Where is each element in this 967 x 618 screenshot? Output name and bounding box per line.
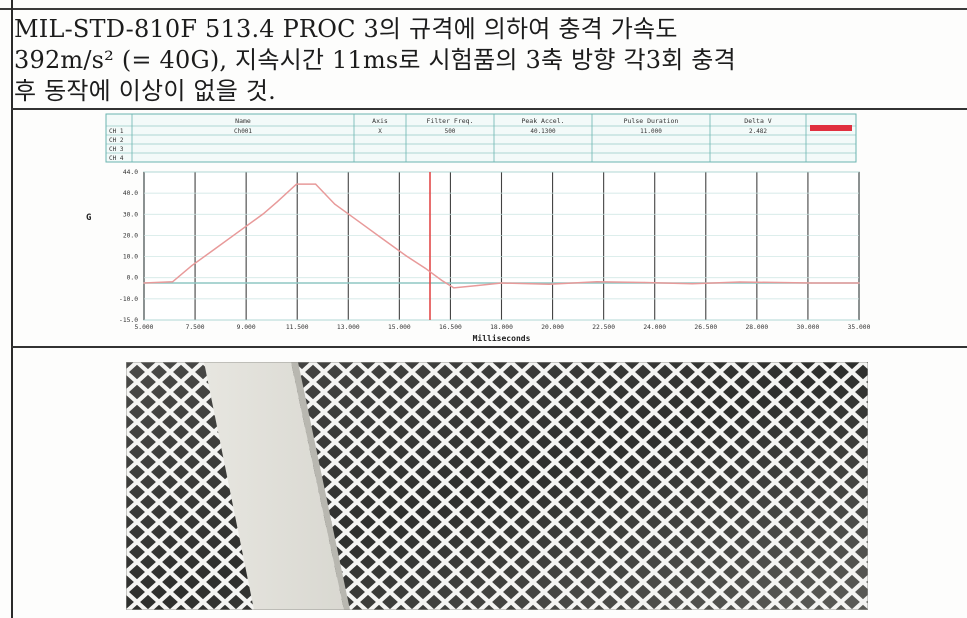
series-point [739, 281, 741, 283]
x-tick-label: 9.000 [237, 324, 256, 331]
spec-line-2: 392m/s² (= 40G), 지속시간 11ms로 시험품의 3축 방향 각… [14, 46, 736, 74]
series-point [315, 183, 317, 185]
shock-pulse-chart: Name Axis Filter Freq. Peak Accel. Pulse Dur… [14, 112, 964, 344]
legend-frame [105, 113, 857, 163]
plot-area: 5.000 7.500 9.000 11.500 13.000 15.000 16.500 1… [86, 169, 871, 343]
left-border [11, 0, 13, 618]
legend-cell: Ch001 [234, 128, 252, 135]
chart-svg: Name Axis Filter Freq. Peak Accel. Pulse Dur… [86, 113, 871, 343]
x-tick-label: 18.000 [490, 324, 513, 331]
series-point [214, 247, 217, 250]
series-point [191, 265, 193, 267]
series-point [477, 284, 479, 287]
series-point [238, 230, 240, 232]
x-axis-label: Milliseconds [473, 333, 531, 343]
legend-header: Delta V [744, 117, 771, 125]
x-tick-label: 20.000 [541, 324, 564, 331]
legend-swatch [810, 125, 852, 131]
series-point [172, 281, 174, 283]
y-tick-label: 44.0 [123, 169, 138, 176]
legend-channel: CH 3 [109, 146, 124, 153]
series-point [810, 282, 812, 284]
y-tick-label: 30.0 [123, 211, 138, 218]
x-tick-label: 13.000 [337, 324, 360, 331]
y-tick-label: 20.0 [123, 232, 138, 239]
x-tick-label: 11.500 [286, 324, 309, 331]
x-tick-label: 5.000 [135, 324, 154, 331]
series-point [548, 283, 550, 285]
legend-cell: 11.000 [640, 128, 662, 135]
y-tick-label: -10.0 [119, 296, 138, 303]
series-point [424, 267, 426, 269]
series-point [357, 220, 360, 222]
top-border [0, 8, 967, 10]
x-tick-label: 24.000 [643, 324, 666, 331]
x-tick-label: 35.000 [848, 324, 871, 331]
legend-cell: 2.482 [749, 128, 767, 135]
legend-channel: CH 2 [109, 137, 124, 144]
y-tick-label: -15.0 [119, 317, 138, 324]
x-tick-label: 28.000 [745, 324, 768, 331]
legend-channel: CH 1 [109, 128, 124, 135]
series-point [295, 183, 298, 185]
legend-cell: 500 [445, 128, 456, 135]
x-tick-label: 26.500 [694, 324, 717, 331]
spec-line-3: 후 동작에 이상이 없을 것. [14, 77, 276, 105]
y-tick-label: 0.0 [127, 275, 139, 282]
section-divider-2 [11, 346, 967, 348]
mesh-photo-image [126, 362, 868, 610]
section-divider [11, 108, 967, 110]
x-tick-label: 15.000 [388, 324, 411, 331]
series-point [441, 279, 443, 282]
series-point [500, 282, 503, 284]
series-point [643, 281, 646, 284]
y-tick-label: 10.0 [123, 254, 138, 261]
series-point [453, 287, 455, 289]
spec-line-1: MIL-STD-810F 513.4 PROC 3의 규격에 의하여 충격 가속… [14, 15, 678, 43]
y-axis-label: G [86, 213, 91, 223]
series-point [276, 201, 279, 203]
series-point [143, 282, 145, 284]
legend-table: Name Axis Filter Freq. Peak Accel. Pulse Dur… [105, 113, 857, 163]
series-point [405, 255, 407, 257]
legend-header: Pulse Duration [624, 117, 679, 125]
legend-cell: 40.1300 [530, 128, 556, 135]
series-point [334, 203, 336, 205]
legend-header: Peak Accel. [521, 117, 564, 125]
test-spec-text: MIL-STD-810F 513.4 PROC 3의 규격에 의하여 충격 가속… [14, 14, 959, 107]
series-point [858, 282, 860, 284]
legend-header: Name [235, 117, 251, 125]
legend-header: Axis [372, 117, 388, 125]
series-point [381, 238, 383, 240]
mesh-photo [126, 362, 868, 610]
legend-channel: CH 4 [109, 155, 124, 162]
x-tick-label: 16.500 [439, 324, 462, 331]
legend-cell: X [378, 128, 382, 135]
y-tick-label: 40.0 [123, 190, 138, 197]
x-tick-label: 30.000 [797, 324, 820, 331]
x-tick-label: 7.500 [186, 324, 205, 331]
series-point [691, 283, 693, 285]
x-tick-label: 22.500 [592, 324, 615, 331]
series-point [262, 213, 264, 215]
legend-header: Filter Freq. [427, 117, 474, 125]
series-point [596, 281, 598, 283]
